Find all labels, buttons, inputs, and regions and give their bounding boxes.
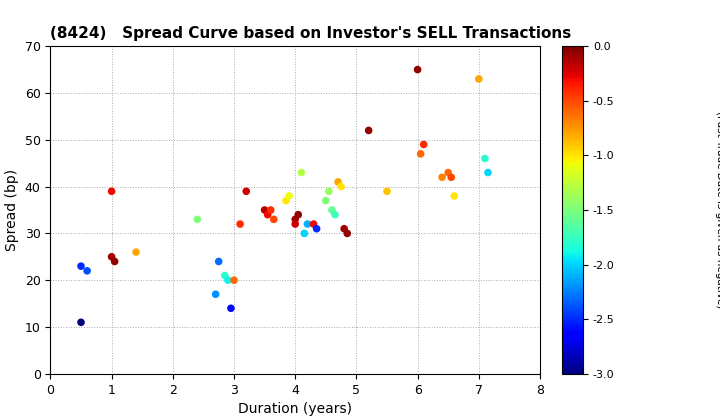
Point — [295, 169, 307, 176]
Point — [299, 230, 310, 237]
Point — [192, 216, 203, 223]
Point — [106, 253, 117, 260]
Point — [449, 193, 460, 199]
Point — [76, 263, 86, 270]
Point — [262, 211, 274, 218]
Point — [415, 150, 426, 157]
Point — [412, 66, 423, 73]
Point — [222, 277, 233, 284]
Point — [323, 188, 335, 194]
Point — [308, 220, 320, 227]
Point — [436, 174, 448, 181]
Point — [284, 193, 295, 199]
Point — [480, 155, 491, 162]
Point — [329, 211, 341, 218]
Point — [81, 268, 93, 274]
Point — [341, 230, 353, 237]
Point — [302, 220, 313, 227]
Point — [326, 207, 338, 213]
Point — [289, 220, 301, 227]
Point — [240, 188, 252, 194]
Y-axis label: Spread (bp): Spread (bp) — [5, 169, 19, 251]
Point — [446, 174, 457, 181]
Point — [473, 76, 485, 82]
Point — [109, 258, 120, 265]
Point — [259, 207, 271, 213]
Point — [265, 207, 276, 213]
Y-axis label: Time in years between 5/9/2025 and Trade Date
(Past Trade Date is given as negat: Time in years between 5/9/2025 and Trade… — [715, 84, 720, 336]
X-axis label: Duration (years): Duration (years) — [238, 402, 352, 416]
Point — [210, 291, 222, 298]
Point — [482, 169, 494, 176]
Point — [336, 183, 347, 190]
Point — [320, 197, 332, 204]
Point — [106, 188, 117, 194]
Point — [268, 216, 279, 223]
Point — [311, 226, 323, 232]
Point — [418, 141, 429, 148]
Point — [219, 272, 230, 279]
Text: (8424)   Spread Curve based on Investor's SELL Transactions: (8424) Spread Curve based on Investor's … — [50, 26, 572, 41]
Point — [130, 249, 142, 255]
Point — [442, 169, 454, 176]
Point — [280, 197, 292, 204]
Point — [363, 127, 374, 134]
Point — [333, 178, 344, 185]
Point — [76, 319, 86, 326]
Point — [235, 220, 246, 227]
Point — [338, 226, 350, 232]
Point — [289, 216, 301, 223]
Point — [228, 277, 240, 284]
Point — [292, 211, 304, 218]
Point — [382, 188, 393, 194]
Point — [213, 258, 225, 265]
Point — [225, 305, 237, 312]
